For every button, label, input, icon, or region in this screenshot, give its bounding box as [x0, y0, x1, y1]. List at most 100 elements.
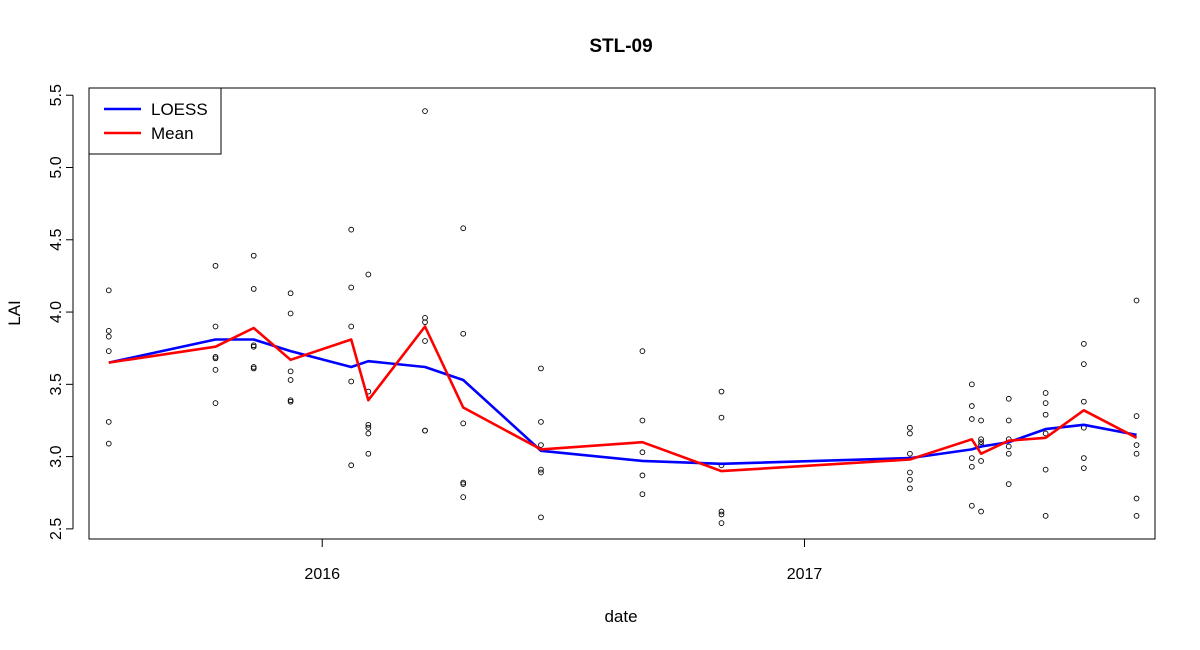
data-point	[1080, 341, 1087, 347]
data-point	[978, 508, 984, 515]
series-line-mean	[108, 325, 1138, 473]
data-point	[460, 481, 467, 487]
data-point	[348, 462, 355, 469]
legend-label-loess: LOESS	[151, 100, 208, 119]
data-point	[968, 381, 975, 388]
y-tick-label: 4.5	[48, 229, 65, 251]
data-point	[907, 450, 913, 457]
data-point	[538, 442, 544, 448]
data-point	[460, 225, 467, 232]
data-point	[907, 469, 913, 476]
data-point	[978, 417, 984, 424]
data-point	[907, 485, 913, 492]
data-point	[538, 419, 544, 425]
data-point	[422, 427, 428, 434]
data-point	[718, 508, 725, 515]
data-point	[287, 377, 294, 383]
data-point	[1005, 417, 1012, 424]
data-point	[105, 419, 112, 425]
data-point	[1080, 465, 1087, 472]
data-point	[212, 367, 219, 373]
data-point	[907, 476, 913, 483]
data-point	[460, 330, 467, 337]
legend-label-mean: Mean	[151, 124, 194, 143]
data-point	[287, 398, 294, 405]
data-point	[1080, 455, 1087, 461]
data-point	[907, 424, 913, 431]
data-point	[968, 416, 975, 422]
data-point	[1042, 400, 1049, 406]
series-line-loess	[108, 338, 1137, 466]
data-point	[250, 252, 257, 259]
data-point	[348, 284, 355, 291]
data-point	[105, 440, 112, 447]
data-point	[212, 355, 219, 362]
y-tick-label: 5.0	[48, 156, 65, 178]
data-point	[1080, 398, 1087, 405]
chart-title: STL-09	[589, 36, 652, 57]
data-point	[212, 323, 219, 330]
data-point	[365, 424, 372, 431]
data-point	[365, 430, 372, 437]
data-point	[538, 469, 544, 476]
data-point	[718, 511, 725, 518]
data-point	[1133, 450, 1140, 457]
data-point	[907, 430, 913, 437]
data-point	[978, 436, 984, 443]
data-point	[968, 463, 975, 470]
data-point	[1133, 495, 1140, 502]
data-point	[968, 403, 975, 409]
data-point	[968, 455, 975, 461]
data-point	[1080, 361, 1087, 367]
data-point	[1005, 395, 1012, 402]
data-point	[718, 520, 725, 526]
data-point	[422, 108, 428, 114]
data-point	[1042, 411, 1049, 418]
y-tick-label: 5.5	[48, 84, 65, 106]
data-point	[460, 420, 467, 427]
data-point	[250, 343, 257, 350]
data-point	[639, 348, 646, 354]
data-point	[1133, 513, 1140, 519]
data-point	[1042, 466, 1049, 473]
data-point	[1042, 430, 1049, 437]
data-point	[538, 514, 544, 521]
data-point	[212, 262, 219, 269]
data-point	[538, 365, 544, 372]
data-point	[348, 378, 355, 385]
data-point	[365, 450, 372, 457]
data-point	[105, 333, 112, 340]
data-point	[978, 439, 984, 446]
legend-box	[88, 87, 222, 155]
data-point	[639, 449, 646, 456]
plot-frame	[88, 87, 1156, 540]
data-point	[1133, 413, 1140, 419]
data-point	[250, 286, 257, 292]
y-tick-label: 3.5	[48, 373, 65, 395]
data-point	[1042, 390, 1049, 396]
data-point	[718, 414, 725, 421]
y-tick-label: 3.0	[48, 445, 65, 467]
data-point	[105, 348, 112, 354]
legend: LOESS Mean	[88, 87, 222, 155]
data-point	[1005, 450, 1012, 457]
data-point	[718, 388, 725, 395]
data-point	[422, 319, 428, 326]
data-point	[287, 310, 294, 317]
data-point	[422, 338, 428, 344]
data-point	[105, 327, 112, 334]
x-tick-label: 2017	[787, 566, 823, 583]
data-points	[105, 108, 1140, 526]
y-tick-label: 2.5	[48, 518, 65, 540]
data-point	[978, 458, 984, 464]
x-tick-label: 2016	[304, 566, 340, 583]
data-point	[1042, 513, 1049, 519]
series-lines	[108, 325, 1138, 473]
data-point	[105, 287, 112, 294]
data-point	[460, 494, 467, 500]
data-point	[287, 290, 294, 297]
data-point	[538, 466, 544, 473]
data-point	[639, 491, 646, 498]
data-point	[639, 417, 646, 424]
